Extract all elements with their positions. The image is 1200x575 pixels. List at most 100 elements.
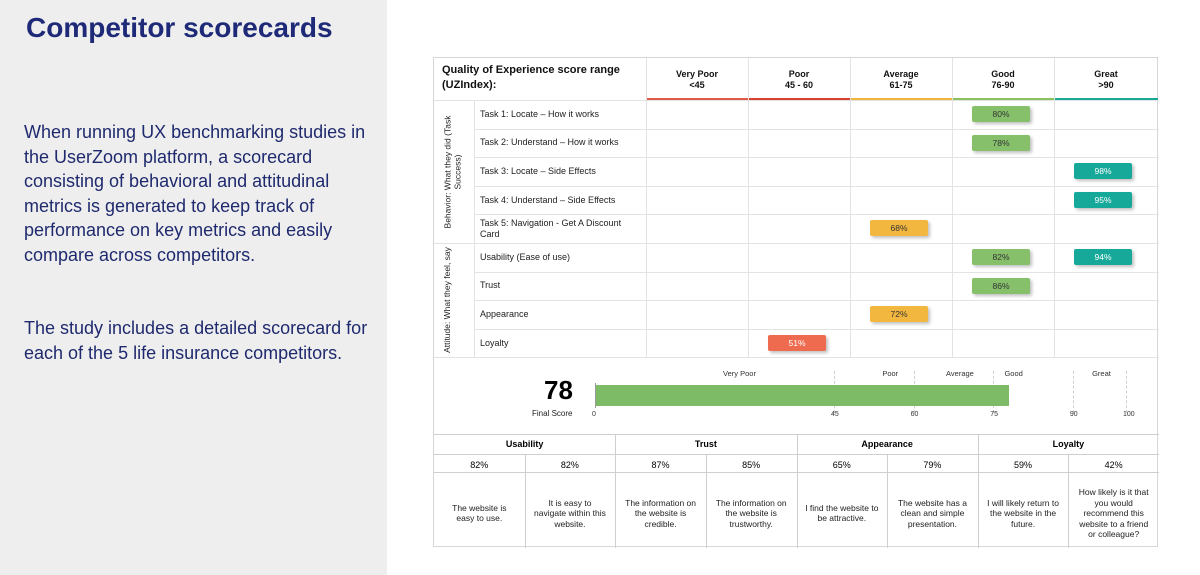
scale-label-average: Average <box>946 369 974 379</box>
breakdown-percent: 79% <box>923 460 942 471</box>
scale-gridline <box>1072 371 1074 414</box>
scale-tick: 90 <box>1069 411 1078 419</box>
group-divider <box>434 243 1159 244</box>
column-header-very-poor: Very Poor <45 <box>675 69 719 90</box>
description-panel: Competitor scorecards When running UX be… <box>0 0 387 575</box>
score-pill: 68% <box>870 220 928 237</box>
statement-divider <box>705 454 707 548</box>
row-label: Task 1: Locate – How it works <box>480 108 600 119</box>
score-pill: 82% <box>972 249 1030 265</box>
score-pill: 51% <box>768 334 826 351</box>
row-divider <box>474 300 1159 302</box>
score-pill: 86% <box>972 277 1030 294</box>
column-divider <box>850 58 851 358</box>
scale-tick: 100 <box>1123 411 1135 419</box>
scale-gridline <box>1126 371 1127 414</box>
breakdown-percent: 85% <box>742 460 761 471</box>
row-divider <box>474 185 1159 187</box>
row-label: Task 5: Navigation - Get A Discount Card <box>480 217 622 239</box>
label-column-divider <box>646 58 647 358</box>
breakdown-header-loyalty: Loyalty <box>1052 439 1085 450</box>
row-divider <box>474 128 1159 130</box>
score-pill: 72% <box>870 306 928 323</box>
final-score-bar <box>595 385 1010 407</box>
category-divider <box>796 434 798 548</box>
scale-label-great: Great <box>1092 369 1111 379</box>
breakdown-statement: The website is easy to use. <box>452 502 507 524</box>
group-label-divider <box>474 100 475 243</box>
row-label: Appearance <box>480 308 529 319</box>
column-color-bar <box>646 98 748 100</box>
scale-tick: 0 <box>592 411 596 419</box>
breakdown-header-divider <box>434 454 1159 456</box>
category-divider <box>977 434 979 548</box>
scorecard: Quality of Experience score range (UZInd… <box>433 57 1159 548</box>
breakdown-percent: 42% <box>1104 460 1123 471</box>
breakdown-statement: The website has a clean and simple prese… <box>897 497 967 529</box>
row-divider <box>474 157 1159 159</box>
row-label: Trust <box>480 280 501 291</box>
column-color-bar <box>952 98 1054 100</box>
row-label: Task 3: Locate – Side Effects <box>480 165 596 176</box>
score-pill: 98% <box>1074 163 1132 180</box>
statement-divider <box>1068 454 1070 548</box>
scale-label-poor: Poor <box>882 369 899 379</box>
column-color-bar <box>850 98 952 100</box>
page-title: Competitor scorecards <box>26 12 333 43</box>
breakdown-statement: I find the website to be attractive. <box>805 502 879 524</box>
group-label: Attitude: What they feel, say <box>442 247 453 354</box>
scale-tick: 60 <box>910 411 919 419</box>
header-divider <box>434 100 1159 101</box>
row-divider <box>474 214 1159 216</box>
category-divider <box>615 434 617 548</box>
final-score-label: Final Score <box>532 409 573 419</box>
breakdown-percent: 82% <box>560 460 579 471</box>
row-label: Loyalty <box>480 337 509 348</box>
column-color-bar <box>1054 98 1158 100</box>
breakdown-percent: 82% <box>470 460 489 471</box>
column-divider <box>952 58 953 358</box>
group-label: Behavior: What they did (Task Success) <box>442 115 462 228</box>
column-divider <box>1054 58 1055 358</box>
final-score-value: 78 <box>544 375 573 406</box>
scale-label-very-poor: Very Poor <box>723 369 756 379</box>
column-divider <box>748 58 749 358</box>
score-pill: 94% <box>1074 249 1132 265</box>
score-pill: 78% <box>972 134 1030 151</box>
breakdown-statement: It is easy to navigate within this websi… <box>534 497 606 529</box>
row-divider <box>474 271 1159 273</box>
score-range-title: Quality of Experience score range (UZInd… <box>442 64 620 91</box>
breakdown-header-usability: Usability <box>505 439 544 450</box>
statement-divider <box>887 454 889 548</box>
group-label-divider <box>474 243 475 358</box>
row-label: Usability (Ease of use) <box>480 251 571 262</box>
row-label: Task 4: Understand – Side Effects <box>480 194 616 205</box>
column-header-average: Average 61-75 <box>883 69 919 90</box>
breakdown-statement: I will likely return to the website in t… <box>987 497 1059 529</box>
group-divider <box>434 357 1159 359</box>
study-paragraph: The study includes a detailed scorecard … <box>24 318 368 363</box>
scale-tick: 75 <box>990 411 999 419</box>
column-header-great: Great >90 <box>1094 69 1118 90</box>
row-label: Task 2: Understand – How it works <box>480 137 619 148</box>
breakdown-header-trust: Trust <box>694 439 717 450</box>
breakdown-header-appearance: Appearance <box>861 439 913 450</box>
scale-tick: 45 <box>830 411 839 419</box>
score-pill: 80% <box>972 106 1030 122</box>
column-color-bar <box>748 98 850 100</box>
breakdown-statement: The information on the website is credib… <box>625 497 696 529</box>
statement-divider <box>524 454 526 548</box>
breakdown-percent: 59% <box>1014 460 1033 471</box>
breakdown-percent: 65% <box>832 460 851 471</box>
breakdown-statement: How likely is it that you would recommen… <box>1078 487 1149 540</box>
row-divider <box>474 328 1159 330</box>
score-pill: 95% <box>1074 191 1132 208</box>
bar-axis <box>595 383 596 409</box>
breakdown-statement: The information on the website is trustw… <box>715 497 787 529</box>
breakdown-pct-divider <box>434 472 1159 474</box>
column-header-good: Good 76-90 <box>991 69 1015 90</box>
column-header-poor: Poor 45 - 60 <box>784 69 814 90</box>
intro-paragraph: When running UX benchmarking studies in … <box>24 122 366 265</box>
scale-label-good: Good <box>1004 369 1023 379</box>
breakdown-percent: 87% <box>651 460 670 471</box>
